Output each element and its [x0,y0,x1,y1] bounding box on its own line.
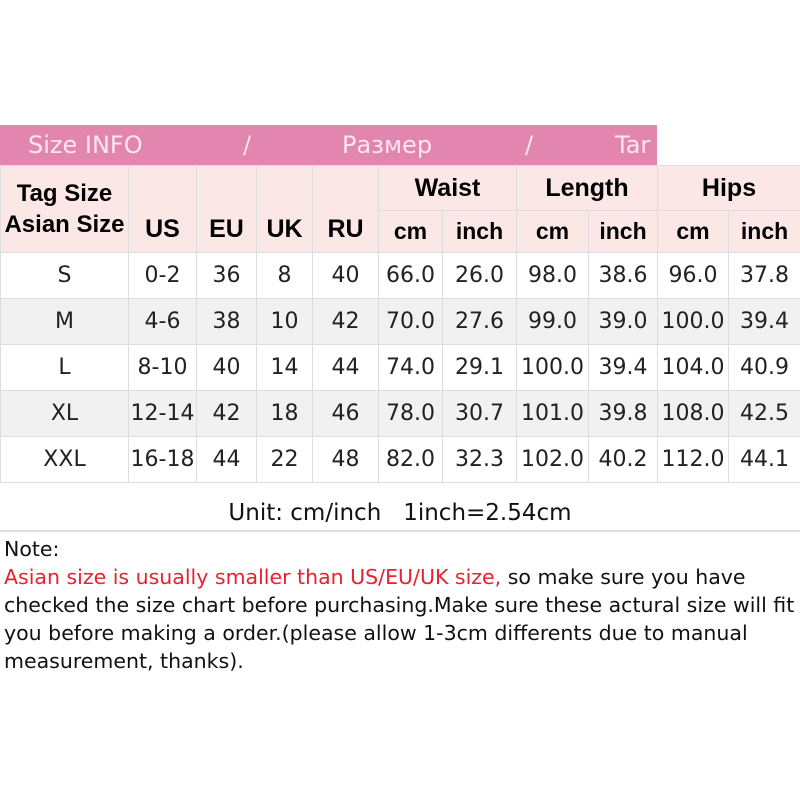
header-inch: inch [442,210,517,253]
banner-title-cut: Tar [615,131,651,159]
header-cm: cm [516,210,589,253]
size-table: Tag Size Asian Size US EU UK RU Waist Len… [0,165,800,483]
header-inch: inch [587,210,659,253]
table-cell: 44 [312,344,379,391]
header-us: US [128,165,197,253]
header-hips: Hips [657,165,800,211]
table-cell: 40 [196,344,257,391]
table-cell: 8-10 [128,344,197,391]
header-waist: Waist [378,165,517,211]
table-cell: 40.9 [728,344,800,391]
table-cell: 40 [312,252,379,299]
table-cell: 12-14 [128,390,197,437]
table-cell: 108.0 [657,390,730,437]
header-cm: cm [657,210,730,253]
table-cell: 29.1 [442,344,517,391]
header-length: Length [515,165,659,211]
table-cell: 39.0 [587,298,659,345]
table-cell: 78.0 [378,390,443,437]
note-text: so make sure you have checked the size c… [4,565,795,673]
table-cell: 30.7 [442,390,517,437]
table-cell: 100.0 [657,298,730,345]
note: Note: Asian size is usually smaller than… [4,535,800,675]
table-cell: 42.5 [728,390,800,437]
table-cell: 46 [312,390,379,437]
header-eu: EU [196,165,257,253]
unit-note: Unit: cm/inch 1inch=2.54cm [0,484,800,532]
table-cell: 14 [256,344,313,391]
banner-separator: / [243,131,252,159]
table-cell: 36 [196,252,257,299]
table-cell: 44.1 [728,436,800,483]
note-label: Note: [4,537,60,561]
banner: Size INFO / Размер / Tar [0,125,657,165]
table-cell: S [0,252,129,299]
table-cell: XL [0,390,129,437]
table-row: S 0-2 36 8 40 66.0 26.0 98.0 38.6 96.0 37.8 [0,252,800,299]
table-cell: 38 [196,298,257,345]
table-cell: 96.0 [657,252,730,299]
table-row: M 4-6 38 10 42 70.0 27.6 99.0 39.0 100.0 39.4 [0,298,800,345]
table-cell: 18 [256,390,313,437]
table-cell: 42 [312,298,379,345]
table-cell: L [0,344,129,391]
table-cell: 98.0 [516,252,589,299]
table-cell: 40.2 [587,436,659,483]
table-cell: 10 [256,298,313,345]
table-cell: 26.0 [442,252,517,299]
banner-title-ru: Размер [342,131,433,159]
table-cell: 0-2 [128,252,197,299]
table-row: XXL 16-18 44 22 48 82.0 32.3 102.0 40.2 112.0 44.1 [0,436,800,483]
header-cm: cm [378,210,443,253]
table-cell: 112.0 [657,436,730,483]
table-cell: 4-6 [128,298,197,345]
table-cell: 82.0 [378,436,443,483]
header-inch: inch [728,210,800,253]
table-cell: 100.0 [516,344,589,391]
table-cell: 8 [256,252,313,299]
table-cell: 44 [196,436,257,483]
header-uk: UK [256,165,313,253]
table-cell: 102.0 [516,436,589,483]
table-cell: 37.8 [728,252,800,299]
table-cell: 74.0 [378,344,443,391]
table-row: XL 12-14 42 18 46 78.0 30.7 101.0 39.8 108.0 42.5 [0,390,800,437]
header-ru: RU [312,165,379,253]
table-cell: 70.0 [378,298,443,345]
table-cell: 39.4 [587,344,659,391]
table-cell: 39.4 [728,298,800,345]
table-cell: XXL [0,436,129,483]
table-cell: 42 [196,390,257,437]
banner-separator: / [525,131,534,159]
table-cell: 104.0 [657,344,730,391]
note-warning: Asian size is usually smaller than US/EU… [4,565,502,589]
table-cell: 38.6 [587,252,659,299]
banner-title: Size INFO [28,131,143,159]
table-cell: M [0,298,129,345]
table-cell: 48 [312,436,379,483]
table-cell: 16-18 [128,436,197,483]
table-cell: 101.0 [516,390,589,437]
table-cell: 27.6 [442,298,517,345]
table-cell: 39.8 [587,390,659,437]
table-cell: 22 [256,436,313,483]
table-cell: 32.3 [442,436,517,483]
table-cell: 66.0 [378,252,443,299]
header-tag-size: Tag Size Asian Size [0,165,129,253]
table-row: L 8-10 40 14 44 74.0 29.1 100.0 39.4 104.0 40.9 [0,344,800,391]
table-cell: 99.0 [516,298,589,345]
